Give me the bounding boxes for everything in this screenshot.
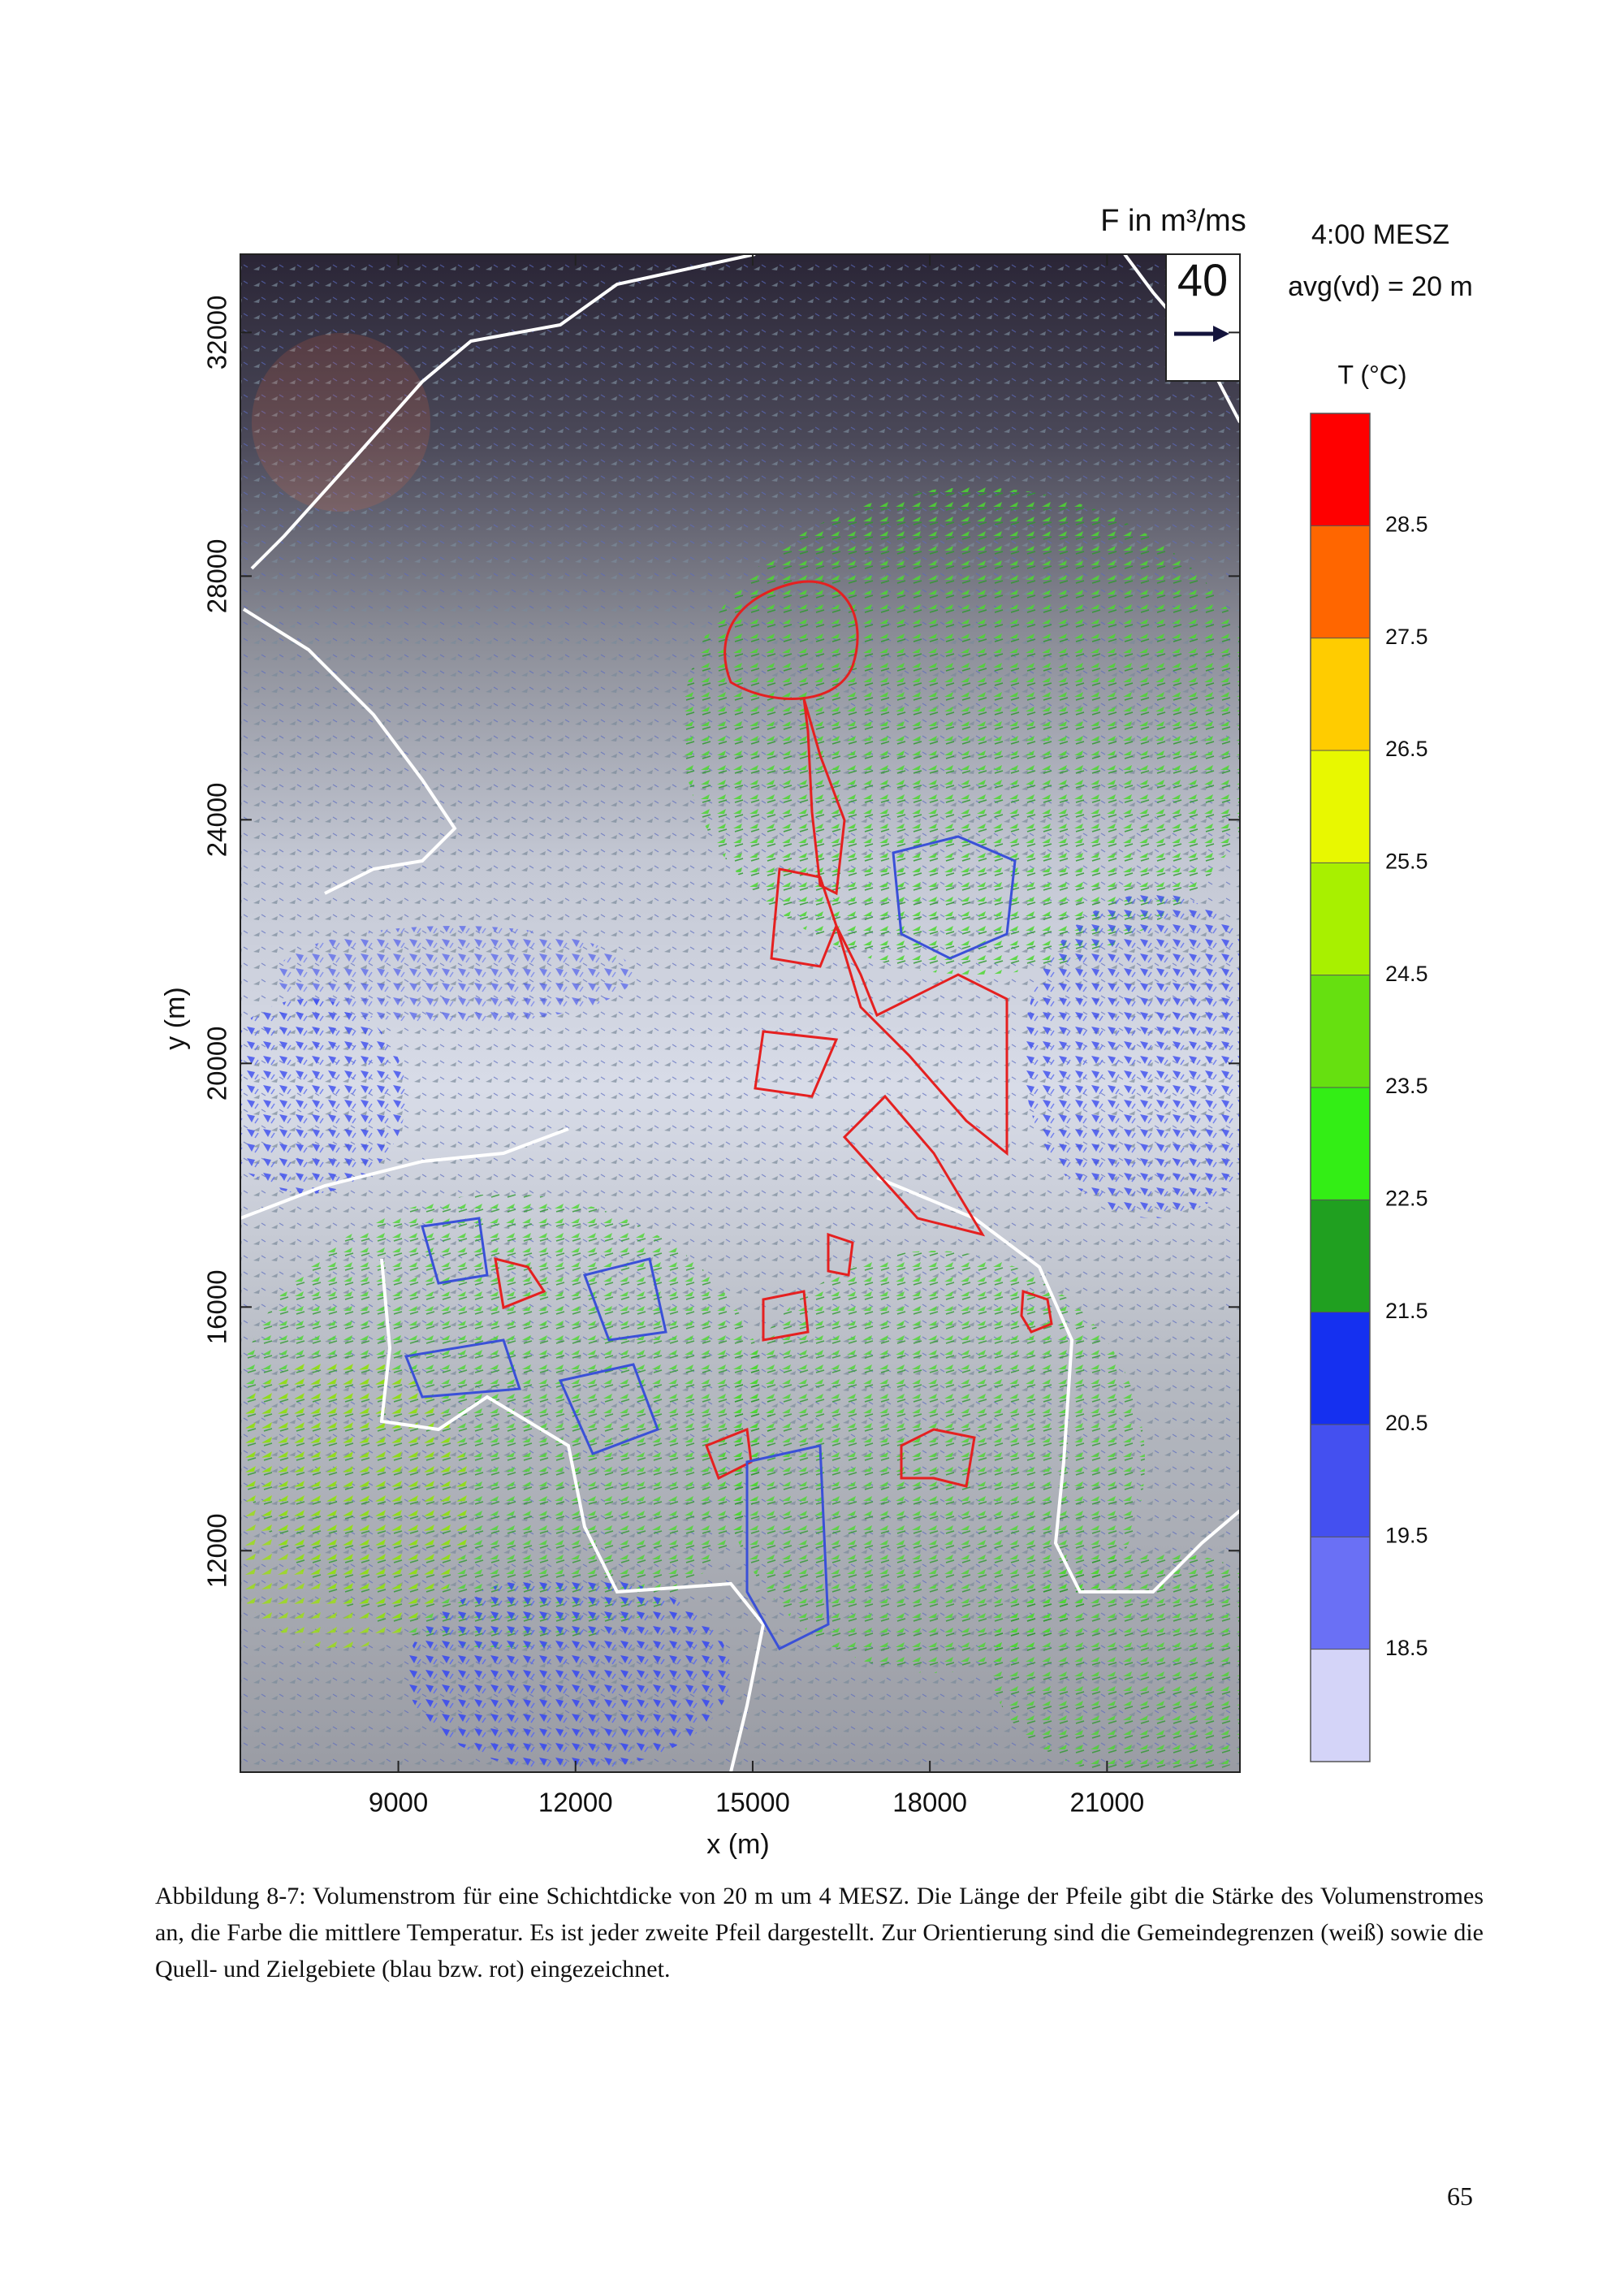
- colorbar-label: 25.5: [1385, 849, 1428, 873]
- x-tick-label: 9000: [369, 1788, 428, 1818]
- x-tick-label: 21000: [1069, 1788, 1144, 1818]
- colorbar-segment: [1311, 863, 1370, 975]
- colorbar-label: 27.5: [1385, 625, 1428, 649]
- colorbar-segment: [1311, 1537, 1370, 1650]
- reference-box: [1165, 253, 1241, 382]
- colorbar-label: 18.5: [1385, 1636, 1428, 1660]
- layer-label: avg(vd) = 20 m: [1288, 271, 1473, 302]
- y-tick-label: 12000: [202, 1513, 232, 1588]
- colorbar-label: 26.5: [1385, 737, 1428, 761]
- colorbar-label: 20.5: [1385, 1411, 1428, 1435]
- x-axis-label: x (m): [706, 1829, 769, 1860]
- colorbar-segment: [1311, 525, 1370, 638]
- y-tick-label: 16000: [202, 1269, 232, 1344]
- colorbar-label: 22.5: [1385, 1186, 1428, 1210]
- colorbar-title: T (°C): [1337, 360, 1406, 389]
- reference-arrowhead: [1213, 326, 1229, 342]
- y-tick-label: 20000: [202, 1026, 232, 1100]
- plot-frame: [240, 253, 1241, 1773]
- time-label: 4:00 MESZ: [1311, 219, 1449, 250]
- figure-caption: Abbildung 8-7: Volumenstrom für eine Sch…: [155, 1883, 1484, 1983]
- reference-value: 40: [1177, 254, 1228, 305]
- y-tick-label: 32000: [202, 295, 232, 370]
- colorbar-segment: [1311, 975, 1370, 1087]
- y-tick-label: 28000: [202, 538, 232, 613]
- page-number: 65: [1447, 2181, 1473, 2211]
- colorbar-segment: [1311, 1425, 1370, 1537]
- x-tick-label: 12000: [538, 1788, 613, 1818]
- colorbar-segment: [1311, 638, 1370, 750]
- colorbar-segment: [1311, 1312, 1370, 1425]
- colorbar-label: 23.5: [1385, 1074, 1428, 1098]
- figure: 40 F in m³/ms 4:00 MESZ avg(vd) = 20 m T…: [160, 204, 1473, 1860]
- legend-title: F in m³/ms: [1100, 204, 1246, 238]
- x-tick-label: 15000: [715, 1788, 790, 1818]
- vector-map: [240, 254, 1240, 1772]
- colorbar-label: 24.5: [1385, 962, 1428, 986]
- colorbar-segment: [1311, 413, 1370, 526]
- x-tick-label: 18000: [892, 1788, 967, 1818]
- colorbar-segment: [1311, 1649, 1370, 1762]
- colorbar-label: 21.5: [1385, 1299, 1428, 1323]
- y-tick-label: 24000: [202, 782, 232, 857]
- colorbar-segment: [1311, 1200, 1370, 1312]
- y-axis-label: y (m): [160, 987, 191, 1049]
- colorbar-segment: [1311, 1087, 1370, 1200]
- colorbar-label: 19.5: [1385, 1523, 1428, 1547]
- colorbar-segment: [1311, 750, 1370, 863]
- colorbar-label: 28.5: [1385, 512, 1428, 536]
